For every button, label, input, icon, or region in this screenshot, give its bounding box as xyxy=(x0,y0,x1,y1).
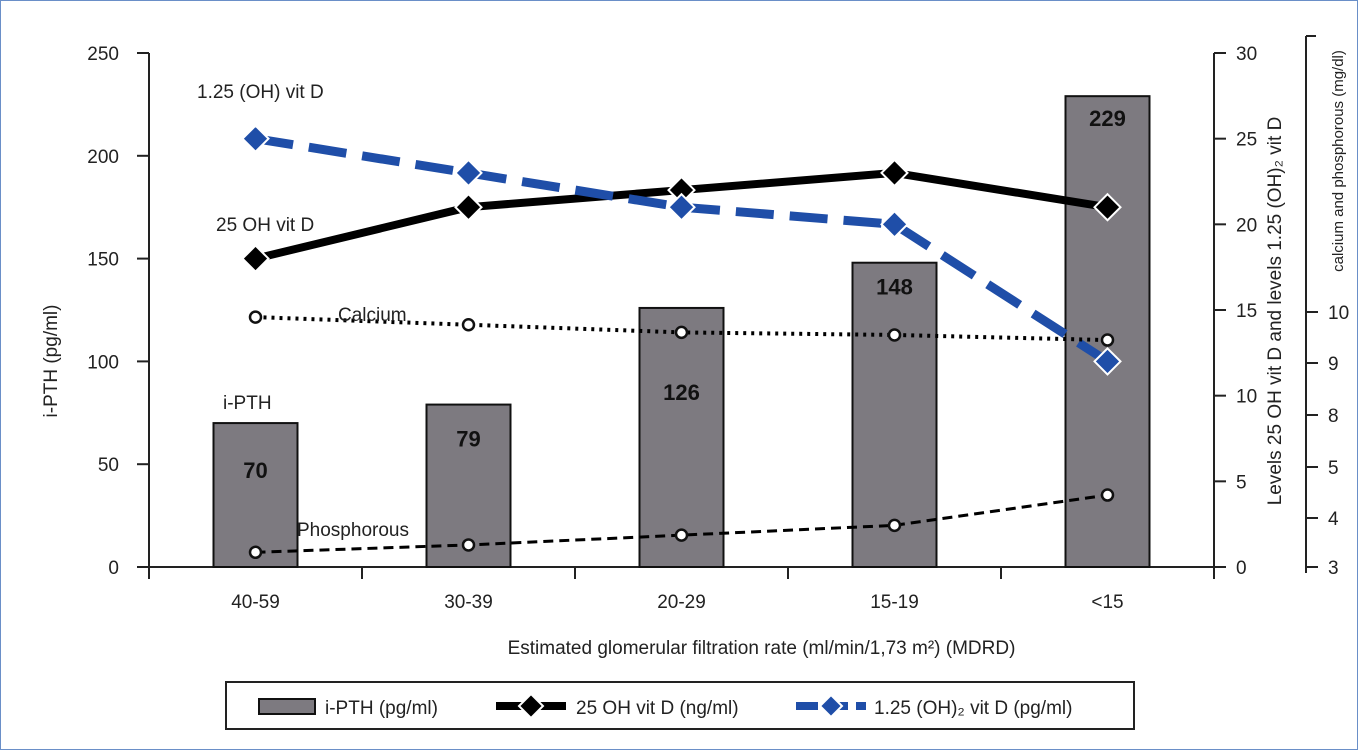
y-left-tick-label: 150 xyxy=(87,250,119,271)
bar-value-label: 70 xyxy=(243,458,267,483)
series-point xyxy=(674,528,689,542)
series-point xyxy=(880,209,909,239)
bar xyxy=(851,261,938,568)
y-right1-axis-title: Levels 25 OH vit D and levels 1.25 (OH)₂… xyxy=(1265,117,1286,506)
y-left-tick-label: 250 xyxy=(87,44,119,65)
legend-label: 25 OH vit D (ng/ml) xyxy=(576,698,739,719)
legend-swatch-marker xyxy=(818,693,844,719)
series-point xyxy=(887,328,902,342)
lines xyxy=(241,124,1122,560)
x-tick-label: 30-39 xyxy=(444,592,493,613)
series-point xyxy=(241,244,270,274)
series-label: Phosphorous xyxy=(297,520,409,541)
series-line xyxy=(254,134,1110,366)
series-point xyxy=(1093,346,1122,376)
bar-value-label: 79 xyxy=(456,427,480,452)
legend: i-PTH (pg/ml) 25 OH vit D (ng/ml) 1.25 (OH… xyxy=(225,681,1135,730)
x-tick-label: 40-59 xyxy=(231,592,280,613)
legend-label: i-PTH (pg/ml) xyxy=(325,698,438,719)
x-tick-label: 20-29 xyxy=(657,592,706,613)
legend-swatch-marker xyxy=(517,692,545,720)
legend-swatch-bar xyxy=(258,698,316,715)
series-point xyxy=(248,310,263,324)
series-point xyxy=(461,318,476,332)
y-right1-tick-label: 5 xyxy=(1236,472,1247,493)
bar xyxy=(212,422,299,568)
x-axis-title: Estimated glomerular filtration rate (ml… xyxy=(508,638,1016,659)
series-point xyxy=(667,192,696,222)
bar-value-label: 148 xyxy=(876,275,913,300)
y-right2-tick-label: 8 xyxy=(1328,406,1339,427)
series-point xyxy=(887,518,902,533)
series-point xyxy=(1100,488,1115,502)
series-point xyxy=(454,192,483,222)
x-tick-label: <15 xyxy=(1091,592,1123,613)
series-label: i-PTH xyxy=(223,393,272,414)
series-point xyxy=(1093,192,1122,222)
y-right2-tick-label: 3 xyxy=(1328,558,1339,579)
y-right1-tick-label: 20 xyxy=(1236,215,1257,236)
series-point xyxy=(454,158,483,188)
series-point xyxy=(241,124,270,154)
y-left-tick-label: 200 xyxy=(87,147,119,168)
y-left-axis-title: i-PTH (pg/ml) xyxy=(41,305,62,418)
y-right2-tick-label: 5 xyxy=(1328,458,1339,479)
legend-box xyxy=(225,681,1135,730)
y-left-tick-label: 0 xyxy=(108,558,119,579)
y-left-tick-label: 100 xyxy=(87,352,119,373)
y-right2-axis-title: calcium and phosphorous (mg/dl) xyxy=(1330,50,1347,272)
bar xyxy=(638,306,725,568)
y-right1-tick-label: 25 xyxy=(1236,130,1257,151)
y-left-tick-label: 50 xyxy=(98,455,119,476)
series-point xyxy=(248,545,263,560)
series-point xyxy=(1100,333,1115,347)
series-point xyxy=(461,538,476,552)
series-label: 25 OH vit D xyxy=(216,215,314,236)
series-point xyxy=(880,158,909,188)
bar-value-label: 229 xyxy=(1089,106,1126,131)
y-right2-tick-label: 4 xyxy=(1328,509,1339,530)
bars xyxy=(212,95,1151,569)
x-tick-label: 15-19 xyxy=(870,592,919,613)
series-point xyxy=(674,325,689,340)
legend-label: 1.25 (OH)₂ vit D (pg/ml) xyxy=(874,698,1072,719)
series-label: 1.25 (OH) vit D xyxy=(197,82,324,103)
y-right2-tick-label: 9 xyxy=(1328,354,1339,375)
y-right2-tick-label: 10 xyxy=(1328,303,1349,324)
labels: 70 79 126 148 229 1.25 (OH) vit D 25 OH vit D C… xyxy=(197,82,1126,541)
y-right1-tick-label: 15 xyxy=(1236,301,1257,322)
y-right1-tick-label: 30 xyxy=(1236,44,1257,65)
series-label: Calcium xyxy=(338,305,407,326)
y-right1-tick-label: 10 xyxy=(1236,387,1257,408)
series-line xyxy=(255,493,1108,554)
y-right1-tick-label: 0 xyxy=(1236,558,1247,579)
bar-value-label: 126 xyxy=(663,380,700,405)
